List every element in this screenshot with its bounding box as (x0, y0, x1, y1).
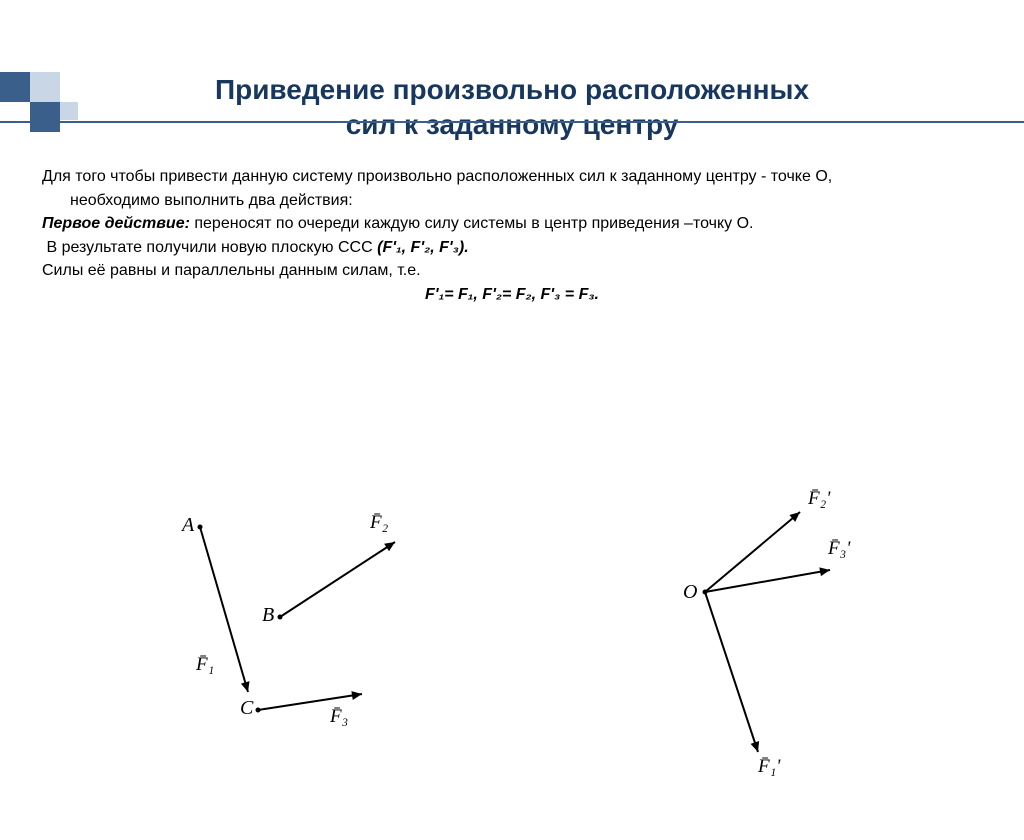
body-text: Для того чтобы привести данную систему п… (42, 166, 982, 306)
para1a: Для того чтобы привести данную систему п… (42, 168, 832, 185)
para2-rest: переносят по очереди каждую силу системы… (190, 215, 754, 232)
para3b: (F'₁, F'₂, F'₃). (377, 239, 469, 256)
para2-label: Первое действие: (42, 215, 190, 232)
diagram-left: A B C F̄₁ F̄₂ F̄₃ (130, 472, 450, 782)
diagram-right: O F̄₁' F̄₂' F̄₃' (610, 472, 930, 782)
svg-text:B: B (262, 604, 274, 626)
svg-text:C: C (240, 697, 254, 719)
svg-text:F̄₁: F̄₁ (195, 654, 214, 675)
corner-decoration (0, 72, 1024, 137)
para4: Силы её равны и параллельны данным силам… (42, 262, 421, 279)
svg-text:F̄₂: F̄₂ (369, 512, 389, 533)
para3a: В результате получили новую плоскую ССС (46, 239, 377, 256)
para5: F'₁= F₁, F'₂= F₂, F'₃ = F₃. (425, 286, 599, 303)
svg-text:O: O (683, 581, 697, 603)
svg-text:F̄₃': F̄₃' (827, 538, 851, 559)
diagram-area: A B C F̄₁ F̄₂ F̄₃ O F̄₁' F̄₂' F̄₃' (0, 472, 1024, 812)
svg-text:F̄₂': F̄₂' (807, 488, 831, 509)
svg-text:A: A (180, 514, 195, 536)
para1b: необходимо выполнить два действия: (70, 192, 353, 209)
svg-text:F̄₃: F̄₃ (329, 706, 348, 727)
svg-text:F̄₁': F̄₁' (757, 756, 781, 777)
